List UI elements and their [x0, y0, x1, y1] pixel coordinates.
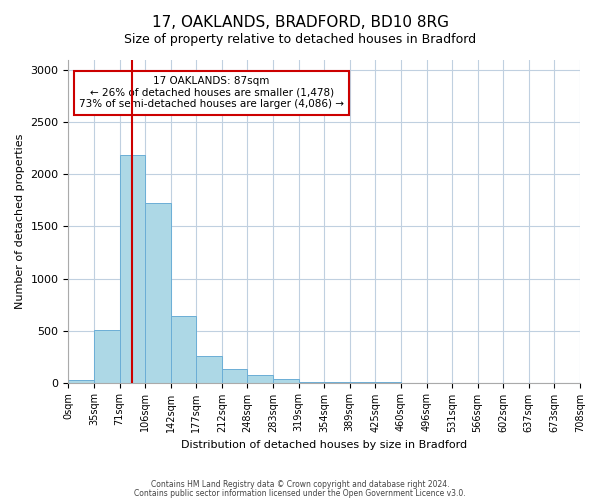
- Y-axis label: Number of detached properties: Number of detached properties: [15, 134, 25, 309]
- Bar: [222, 369, 247, 382]
- Bar: [94, 330, 119, 382]
- Bar: [196, 356, 222, 382]
- Text: 17, OAKLANDS, BRADFORD, BD10 8RG: 17, OAKLANDS, BRADFORD, BD10 8RG: [151, 15, 449, 30]
- Bar: [145, 202, 171, 382]
- Bar: [171, 316, 196, 382]
- Bar: [68, 380, 94, 382]
- Bar: [273, 380, 299, 382]
- Text: Contains public sector information licensed under the Open Government Licence v3: Contains public sector information licen…: [134, 488, 466, 498]
- Text: Contains HM Land Registry data © Crown copyright and database right 2024.: Contains HM Land Registry data © Crown c…: [151, 480, 449, 489]
- Bar: [119, 154, 145, 382]
- Text: 17 OAKLANDS: 87sqm
← 26% of detached houses are smaller (1,478)
73% of semi-deta: 17 OAKLANDS: 87sqm ← 26% of detached hou…: [79, 76, 344, 110]
- Text: Size of property relative to detached houses in Bradford: Size of property relative to detached ho…: [124, 32, 476, 46]
- Bar: [247, 376, 273, 382]
- X-axis label: Distribution of detached houses by size in Bradford: Distribution of detached houses by size …: [181, 440, 467, 450]
